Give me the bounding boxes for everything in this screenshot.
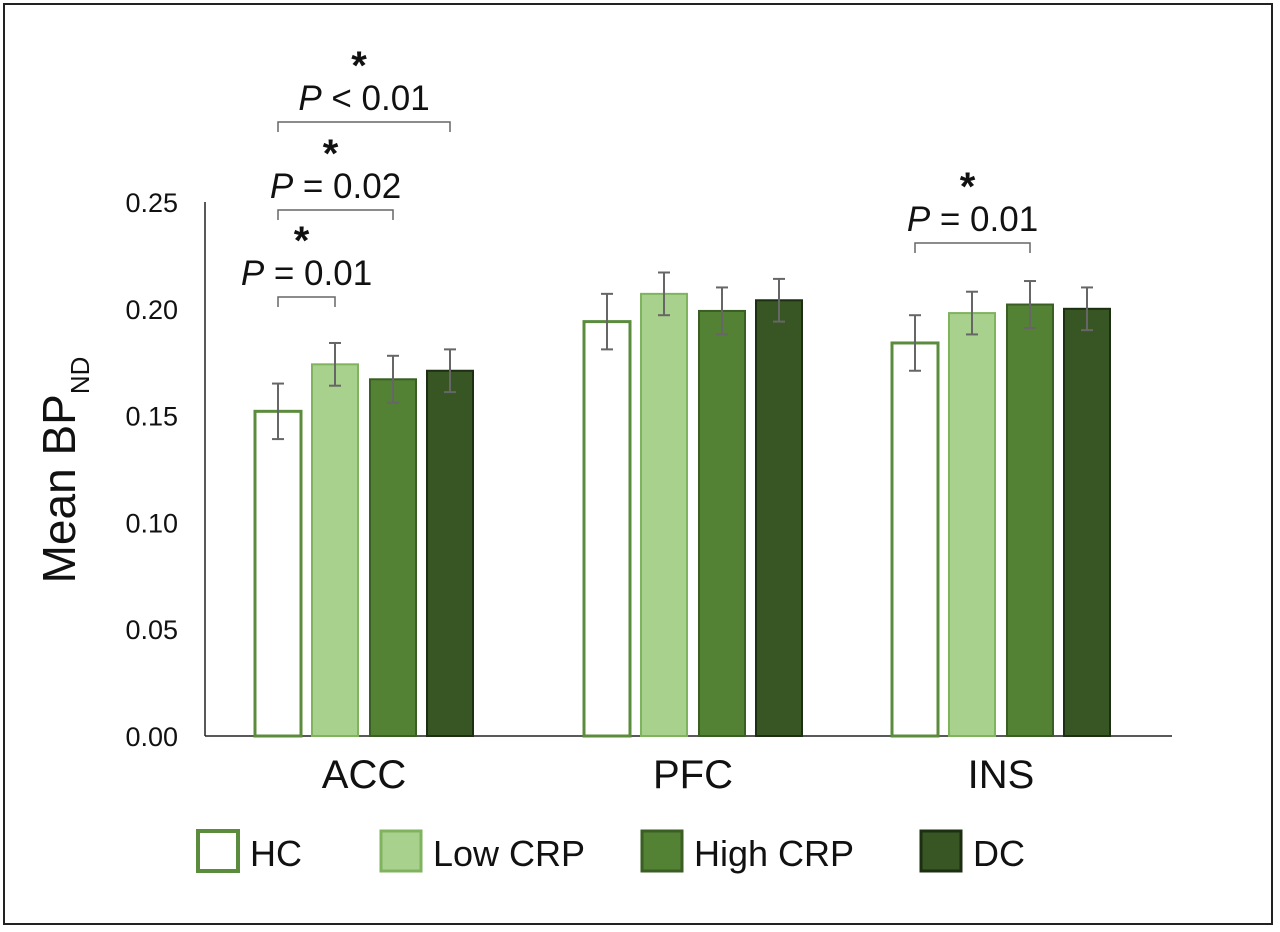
legend-swatch [379,829,423,873]
y-tick-label: 0.15 [125,402,178,432]
y-tick-label: 0.25 [125,188,178,218]
category-label: ACC [322,753,406,797]
legend-label: DC [973,833,1025,874]
legend: HC Low CRP High CRP DC [196,829,1025,874]
p-value-label: P = 0.02 [270,167,401,206]
significance-star: * [294,219,310,263]
figure-frame [3,3,1273,925]
significance-annotations: P = 0.01*P = 0.02*P < 0.01*P = 0.01* [241,44,1038,307]
y-tick-labels: 0.00 0.05 0.10 0.15 0.20 0.25 [125,188,178,752]
bar [369,378,417,737]
significance-bracket [277,121,451,132]
significance-bracket [277,209,394,220]
bar [640,292,688,737]
bar [582,320,632,738]
significance-bracket [914,242,1031,253]
legend-label: High CRP [694,833,854,874]
bar [426,369,474,737]
legend-label: HC [250,833,302,874]
bar [755,299,803,737]
category-label: INS [968,753,1035,797]
legend-swatch [196,829,240,873]
y-tick-label: 0.10 [125,508,178,538]
y-tick-label: 0.05 [125,615,178,645]
bar [948,312,996,737]
significance-bracket [277,296,336,307]
p-value-label: P = 0.01 [241,254,372,293]
bar [698,309,746,737]
legend-swatch [640,829,684,873]
bars [253,271,1111,738]
bar [1006,303,1054,737]
significance-star: * [323,132,339,176]
p-value-label: P = 0.01 [907,200,1038,239]
p-value-label: P < 0.01 [298,79,429,118]
significance-star: * [960,165,976,209]
y-axis-label: Mean BPND [33,357,95,584]
bar [1063,307,1111,737]
category-labels: ACC PFC INS [322,753,1035,797]
bar [890,341,940,738]
bar [311,363,359,737]
significance-star: * [351,44,367,88]
bar [253,409,303,738]
y-tick-label: 0.00 [125,722,178,752]
category-label: PFC [653,753,733,797]
legend-label: Low CRP [433,833,585,874]
y-tick-label: 0.20 [125,295,178,325]
legend-swatch [919,829,963,873]
